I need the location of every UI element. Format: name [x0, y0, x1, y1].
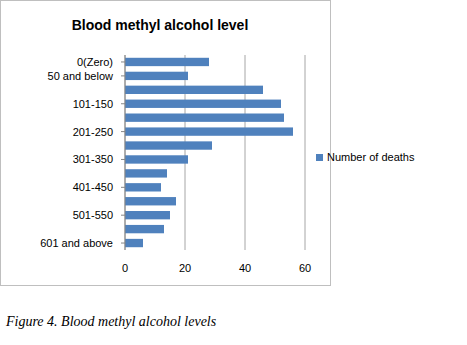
category-tick	[121, 75, 125, 76]
bar	[125, 183, 161, 191]
bar	[125, 155, 188, 163]
category-label: 301-350	[73, 153, 113, 165]
category-label: 0(Zero)	[77, 56, 113, 68]
bars	[125, 58, 293, 247]
grid-line	[245, 55, 246, 250]
category-tick	[121, 243, 125, 244]
category-label: 201-250	[73, 126, 113, 138]
bar	[125, 72, 188, 80]
category-label: 401-450	[73, 181, 113, 193]
tick-label: 0	[122, 262, 128, 274]
bar	[125, 225, 164, 233]
category-label: 50 and below	[48, 70, 113, 82]
tick-label: 60	[299, 262, 311, 274]
grid-line	[305, 55, 306, 250]
bar	[125, 100, 281, 108]
legend-swatch	[316, 154, 323, 161]
category-tick	[121, 187, 125, 188]
title: Blood methyl alcohol level	[72, 17, 249, 33]
chart-svg: Blood methyl alcohol level 0 20 40 60 0(Zero)…	[0, 0, 467, 345]
category-label: 601 and above	[40, 237, 113, 249]
root: Blood methyl alcohol level 0 20 40 60 0(Zero)…	[0, 0, 467, 345]
bar	[125, 239, 143, 247]
legend-label: Number of deaths	[327, 151, 415, 163]
bar	[125, 197, 176, 205]
category-label: 101-150	[73, 98, 113, 110]
bar	[125, 114, 284, 122]
category-tick	[121, 61, 125, 62]
category-tick	[121, 131, 125, 132]
tick-label: 40	[239, 262, 251, 274]
chart-frame	[1, 1, 331, 286]
grid-line	[125, 55, 126, 250]
bar	[125, 141, 212, 149]
bar	[125, 58, 209, 66]
category-tick	[121, 215, 125, 216]
bar	[125, 127, 293, 135]
figure-caption: Figure 4. Blood methyl alcohol levels	[5, 314, 217, 329]
bar	[125, 86, 263, 94]
tick-label: 20	[179, 262, 191, 274]
grid-line	[185, 55, 186, 250]
category-tick	[121, 159, 125, 160]
axis-line	[125, 55, 126, 250]
bar	[125, 211, 170, 219]
category-label: 501-550	[73, 209, 113, 221]
category-tick	[121, 103, 125, 104]
bar	[125, 169, 167, 177]
